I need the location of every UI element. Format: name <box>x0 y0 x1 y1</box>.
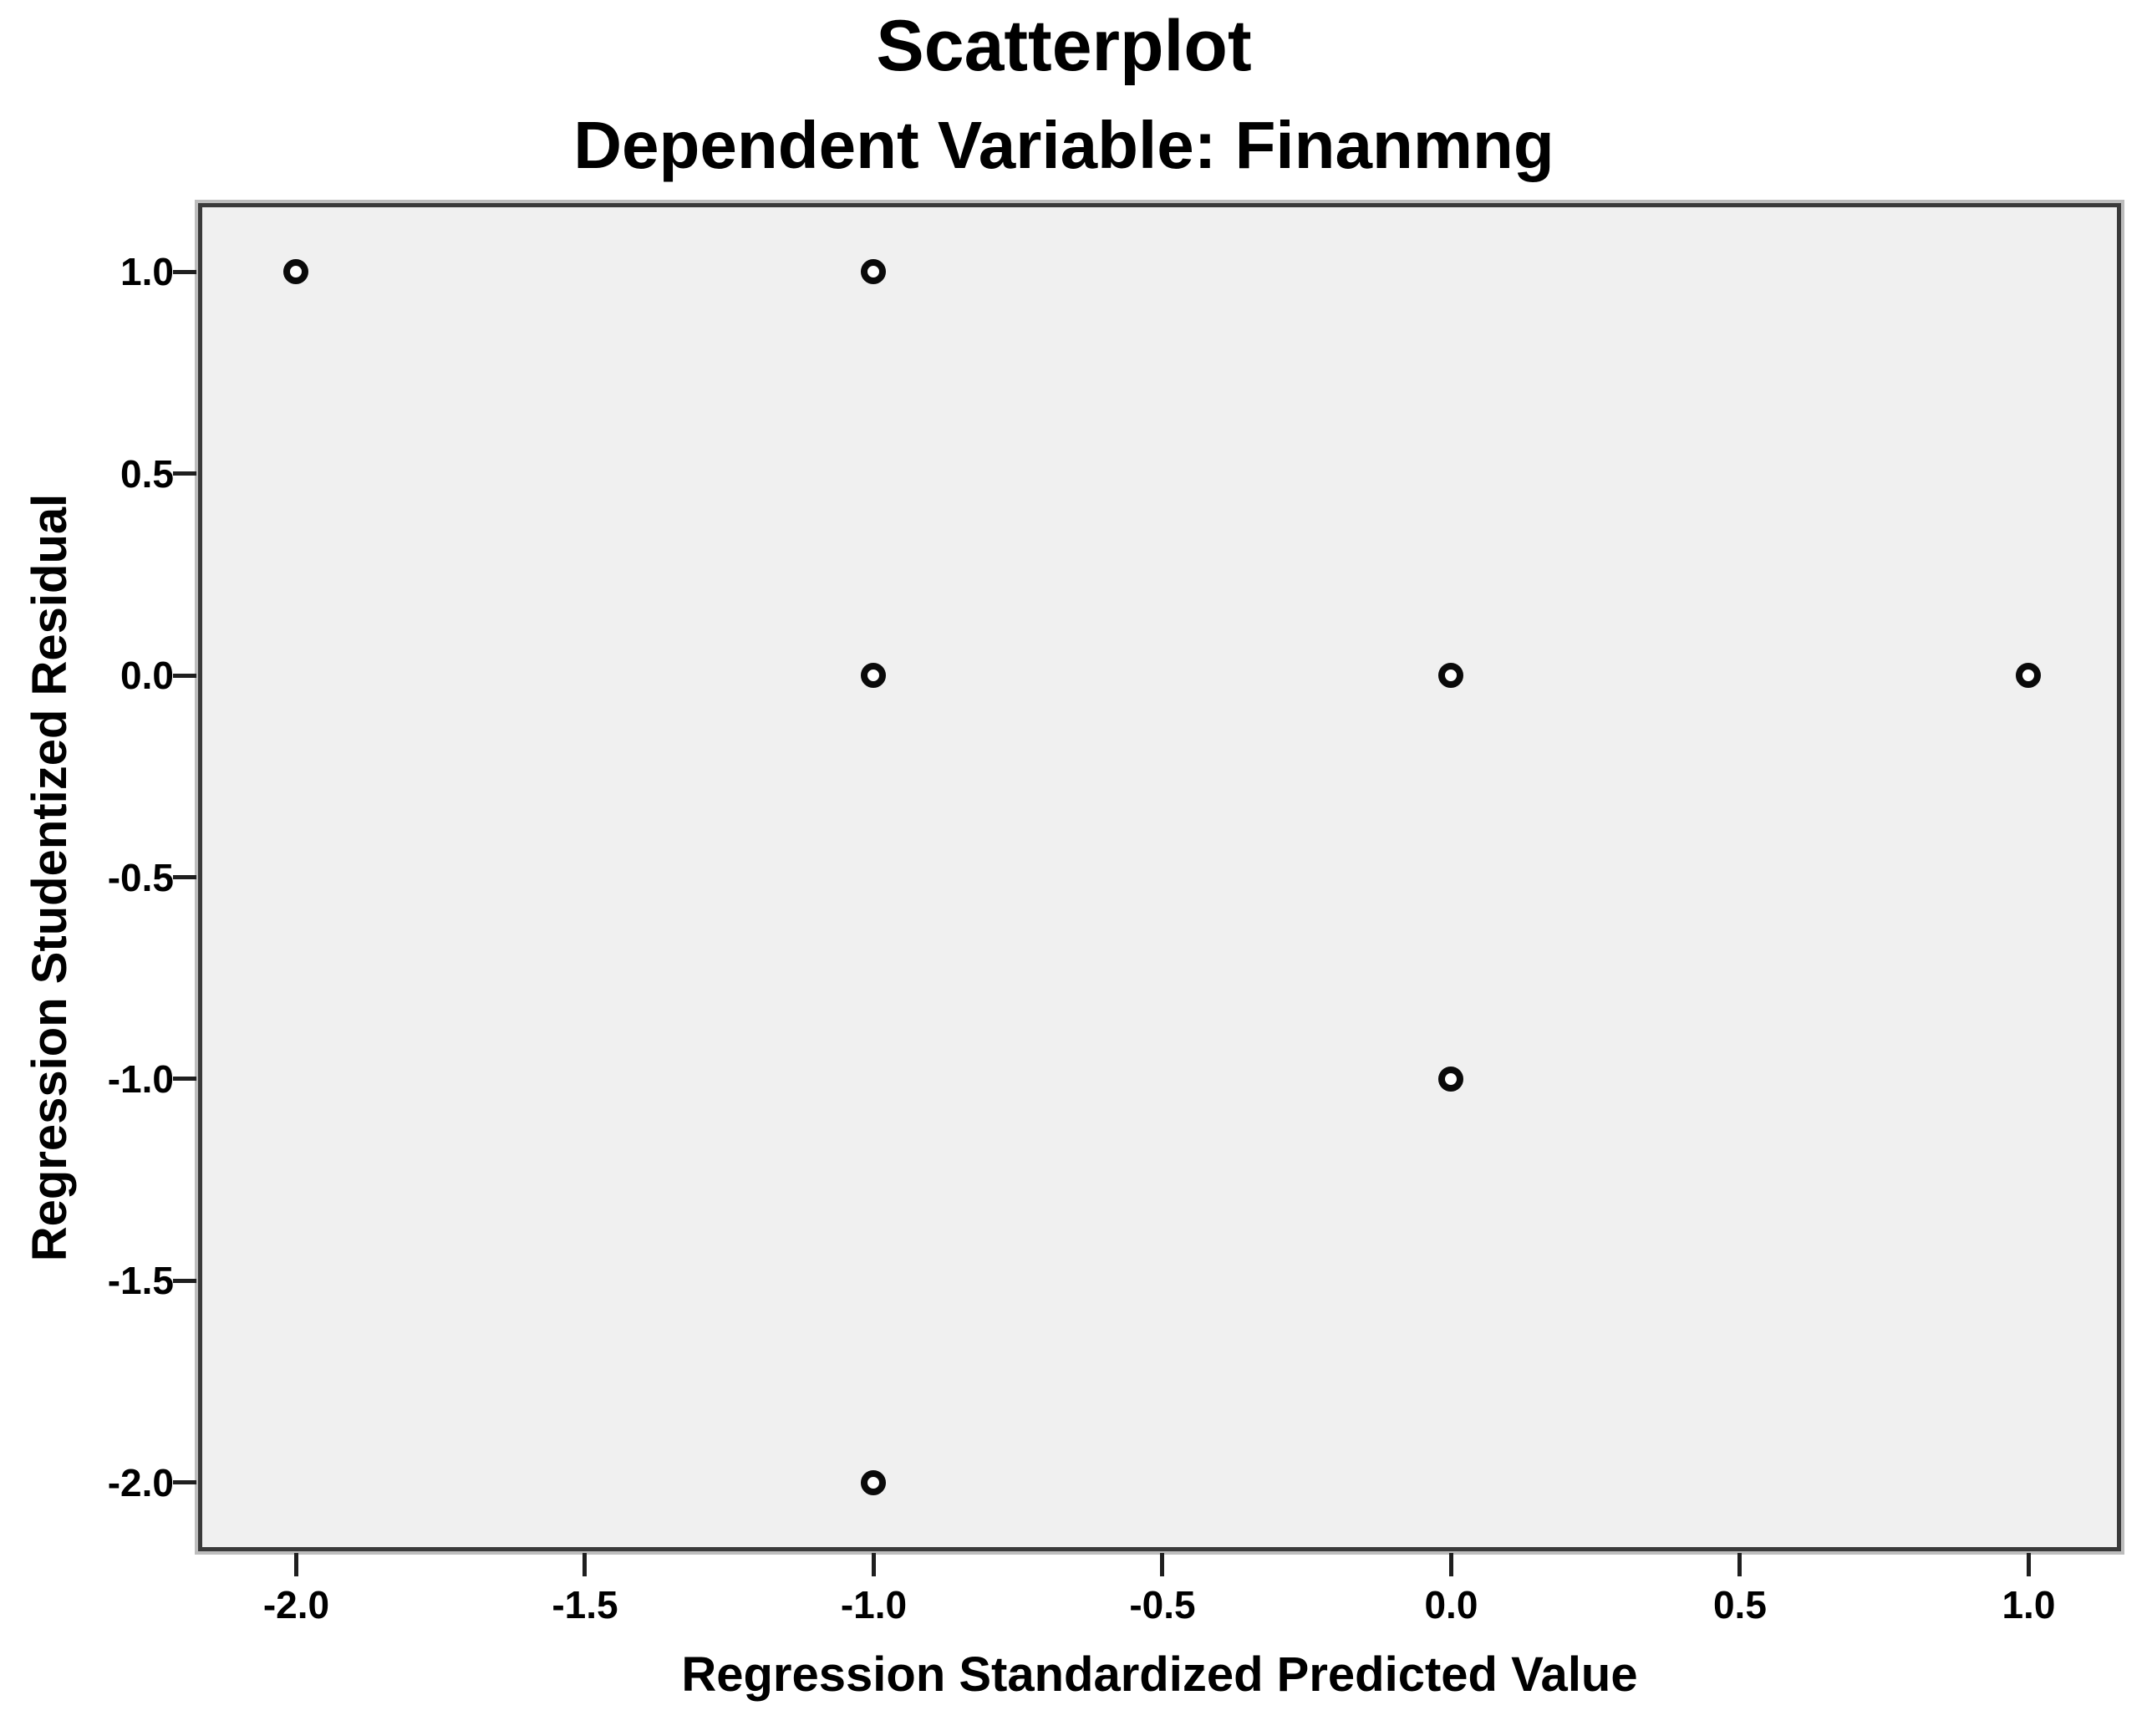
x-tick-mark <box>1160 1553 1165 1576</box>
data-point <box>861 1469 887 1495</box>
x-tick-mark <box>1448 1553 1453 1576</box>
x-tick-mark <box>293 1553 298 1576</box>
data-point <box>283 259 309 285</box>
data-point <box>1438 1066 1464 1092</box>
data-point <box>1438 663 1464 689</box>
data-point <box>861 663 887 689</box>
y-tick-mark <box>173 875 196 879</box>
x-tick-label: -2.0 <box>262 1583 330 1627</box>
chart-subtitle: Dependent Variable: Finanmng <box>573 108 1554 182</box>
y-tick-label: 0.0 <box>120 654 174 698</box>
y-tick-label: -1.0 <box>107 1056 174 1101</box>
x-tick-label: -1.0 <box>840 1583 908 1627</box>
chart-title: Scatterplot <box>876 6 1252 86</box>
y-tick-mark <box>173 269 196 274</box>
x-tick-mark <box>1737 1553 1742 1576</box>
data-point <box>2016 663 2042 689</box>
y-tick-label: 0.5 <box>120 451 174 496</box>
data-point <box>861 259 887 285</box>
x-tick-mark <box>871 1553 876 1576</box>
x-tick-label: 0.0 <box>1424 1583 1478 1627</box>
y-tick-label: 1.0 <box>120 250 174 294</box>
x-tick-label: 0.5 <box>1712 1583 1767 1627</box>
y-tick-label: -2.0 <box>107 1460 174 1504</box>
x-axis-title: Regression Standardized Predicted Value <box>681 1647 1638 1702</box>
y-tick-label: -0.5 <box>107 855 174 899</box>
y-tick-mark <box>173 1278 196 1283</box>
x-tick-mark <box>2026 1553 2031 1576</box>
x-tick-label: -0.5 <box>1129 1583 1196 1627</box>
y-tick-mark <box>173 471 196 476</box>
y-tick-mark <box>173 1077 196 1082</box>
y-tick-mark <box>173 1480 196 1485</box>
x-tick-mark <box>583 1553 588 1576</box>
x-tick-label: 1.0 <box>2002 1583 2056 1627</box>
plot-area <box>198 203 2121 1551</box>
y-axis-title: Regression Studentized Residual <box>23 493 77 1262</box>
y-tick-label: -1.5 <box>107 1259 174 1303</box>
x-tick-label: -1.5 <box>552 1583 618 1627</box>
y-tick-mark <box>173 673 196 678</box>
